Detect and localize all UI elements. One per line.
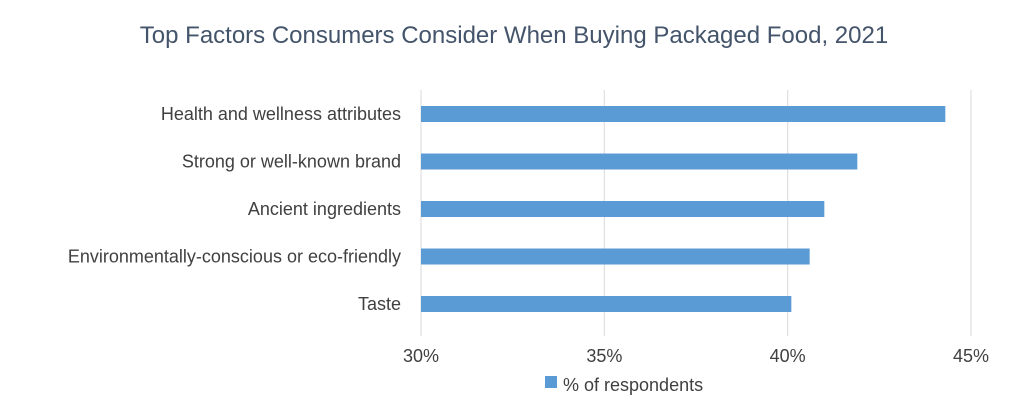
- category-label: Environmentally-conscious or eco-friendl…: [68, 247, 401, 267]
- bar-1: [421, 153, 858, 170]
- bar-0: [421, 106, 946, 122]
- category-label: Health and wellness attributes: [161, 104, 401, 124]
- category-label: Taste: [358, 294, 401, 314]
- legend-label: % of respondents: [563, 375, 703, 395]
- bars: [421, 106, 946, 312]
- bar-3: [421, 248, 810, 265]
- x-axis-ticks: 30% 35% 40% 45%: [403, 346, 989, 366]
- legend-swatch: [545, 376, 557, 388]
- category-labels: Health and wellness attributes Strong or …: [68, 104, 401, 314]
- bar-4: [421, 296, 792, 312]
- x-tick-label: 45%: [953, 346, 989, 366]
- category-label: Strong or well-known brand: [182, 152, 401, 172]
- x-tick-label: 35%: [586, 346, 622, 366]
- category-label: Ancient ingredients: [248, 199, 401, 219]
- bar-2: [421, 201, 825, 217]
- legend: % of respondents: [545, 375, 703, 395]
- chart-title: Top Factors Consumers Consider When Buyi…: [140, 22, 888, 49]
- x-tick-label: 40%: [770, 346, 806, 366]
- x-tick-label: 30%: [403, 346, 439, 366]
